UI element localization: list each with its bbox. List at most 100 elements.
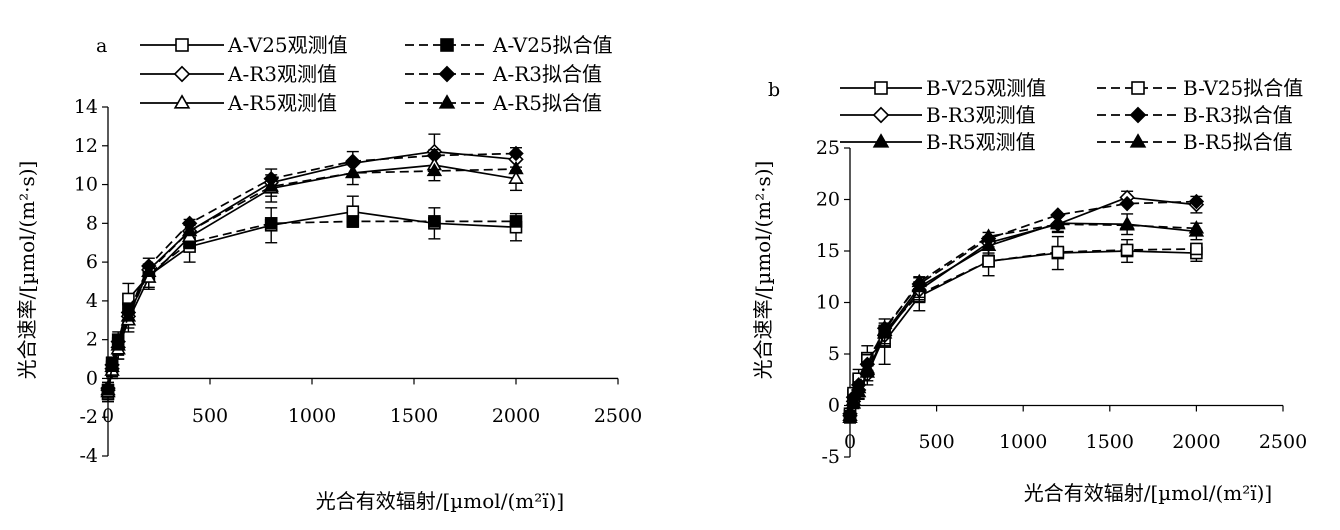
y-tick-label: -5: [821, 446, 840, 468]
legend-marker: [872, 133, 890, 148]
series-3: [100, 145, 524, 396]
x-tick-label: 2500: [1259, 431, 1307, 453]
legend-marker: [438, 94, 456, 109]
legend: B-V25观测值 B-V25拟合值 B-R3观测值 B-R3拟合值 B-R5观测值 B-R…: [840, 76, 1303, 154]
series-0: [101, 195, 523, 403]
legend-marker: [1131, 81, 1145, 95]
legend-marker: [175, 38, 189, 52]
y-tick-label: 8: [86, 212, 98, 234]
legend-item-3: B-R3拟合值: [1097, 103, 1293, 127]
series-line: [107, 220, 516, 391]
y-tick-label: -2: [79, 406, 98, 428]
panel-label: a: [96, 35, 107, 57]
legend-label: A-R3拟合值: [492, 62, 602, 86]
series-line: [107, 150, 517, 391]
data-point: [980, 237, 997, 252]
data-point: [1119, 217, 1135, 231]
x-tick-label: 1000: [288, 405, 336, 427]
series-1: [101, 215, 523, 397]
data-point: [1120, 243, 1134, 257]
x-tick-label: 1500: [1086, 431, 1134, 453]
x-tick-label: 2000: [1172, 431, 1220, 453]
legend-marker: [872, 106, 890, 124]
y-tick-label: 20: [816, 189, 840, 211]
legend-item-4: A-R5观测值: [140, 91, 337, 115]
y-tick-label: 25: [816, 137, 840, 159]
x-tick-label: 500: [192, 405, 228, 427]
data-point: [181, 222, 198, 237]
legend-item-0: A-V25观测值: [140, 33, 348, 57]
legend-marker: [440, 38, 454, 52]
x-tick-label: 2000: [492, 405, 540, 427]
legend-item-0: B-V25观测值: [840, 76, 1046, 100]
data-point: [859, 360, 876, 374]
legend-label: A-R3观测值: [227, 62, 337, 86]
series-line: [107, 164, 517, 393]
data-point: [1119, 195, 1135, 212]
x-tick-label: 1000: [999, 431, 1047, 453]
series-5: [100, 160, 524, 396]
x-tick-label: 0: [844, 431, 856, 453]
series-line: [107, 152, 517, 389]
legend-label: A-V25拟合值: [492, 33, 613, 57]
data-point: [264, 217, 278, 230]
series-line: [107, 168, 517, 391]
data-point: [980, 228, 997, 242]
x-tick-label: 2500: [594, 405, 642, 427]
y-tick-label: 14: [74, 96, 98, 118]
x-axis-title: 光合有效辐射/[µmol/(m²ï)]: [316, 489, 564, 513]
data-point: [842, 407, 858, 422]
legend-label: A-V25观测值: [227, 33, 348, 57]
legend-label: B-V25拟合值: [1183, 76, 1303, 100]
legend-label: B-R5观测值: [926, 130, 1036, 154]
legend-item-4: B-R5观测值: [840, 130, 1036, 154]
data-point: [911, 273, 927, 288]
series-3: [842, 193, 1205, 422]
legend-marker: [173, 94, 191, 109]
x-tick-label: 1500: [390, 405, 438, 427]
legend-marker: [1129, 133, 1147, 148]
data-point: [104, 358, 120, 373]
data-point: [346, 215, 360, 228]
data-point: [508, 170, 524, 184]
legend-item-5: B-R5拟合值: [1097, 130, 1293, 154]
legend-marker: [874, 81, 888, 95]
legend-marker: [438, 65, 456, 83]
data-point: [1051, 245, 1065, 259]
data-point: [110, 337, 126, 351]
legend-item-3: A-R3拟合值: [405, 62, 602, 86]
panel-label: b: [768, 79, 780, 101]
data-point: [1050, 216, 1066, 230]
data-point: [1188, 193, 1205, 210]
data-point: [263, 178, 279, 192]
data-point: [1188, 220, 1205, 234]
x-axis-title: 光合有效辐射/[µmol/(m²ï)]: [1024, 481, 1272, 505]
legend-label: B-V25观测值: [926, 76, 1046, 100]
legend-item-2: B-R3观测值: [840, 103, 1036, 127]
legend-item-2: A-R3观测值: [140, 62, 337, 86]
legend-label: B-R3拟合值: [1183, 103, 1293, 127]
data-point: [120, 308, 137, 322]
legend: A-V25观测值 A-V25拟合值 A-R3观测值 A-R3拟合值 A-R5观测值 A-R…: [140, 33, 613, 115]
legend-marker: [173, 65, 191, 83]
series-5: [842, 216, 1205, 422]
y-axis-title: 光合速率/[µmol/(m²·s)]: [751, 161, 775, 380]
y-tick-label: 10: [74, 174, 98, 196]
y-tick-label: -4: [79, 445, 98, 467]
series-line: [849, 200, 1197, 414]
legend-label: B-R3观测值: [926, 103, 1036, 127]
legend-label: A-R5拟合值: [492, 91, 602, 115]
y-axis-title: 光合速率/[µmol/(m²·s)]: [15, 161, 39, 380]
series-4: [100, 148, 524, 401]
data-point: [100, 381, 116, 396]
series-line: [849, 250, 1197, 416]
data-point: [345, 164, 361, 179]
series-line: [849, 222, 1197, 419]
legend-marker: [1129, 106, 1147, 124]
x-tick-label: 500: [918, 431, 954, 453]
y-tick-label: 10: [816, 292, 840, 314]
data-point: [141, 263, 157, 278]
y-tick-label: 5: [828, 343, 840, 365]
